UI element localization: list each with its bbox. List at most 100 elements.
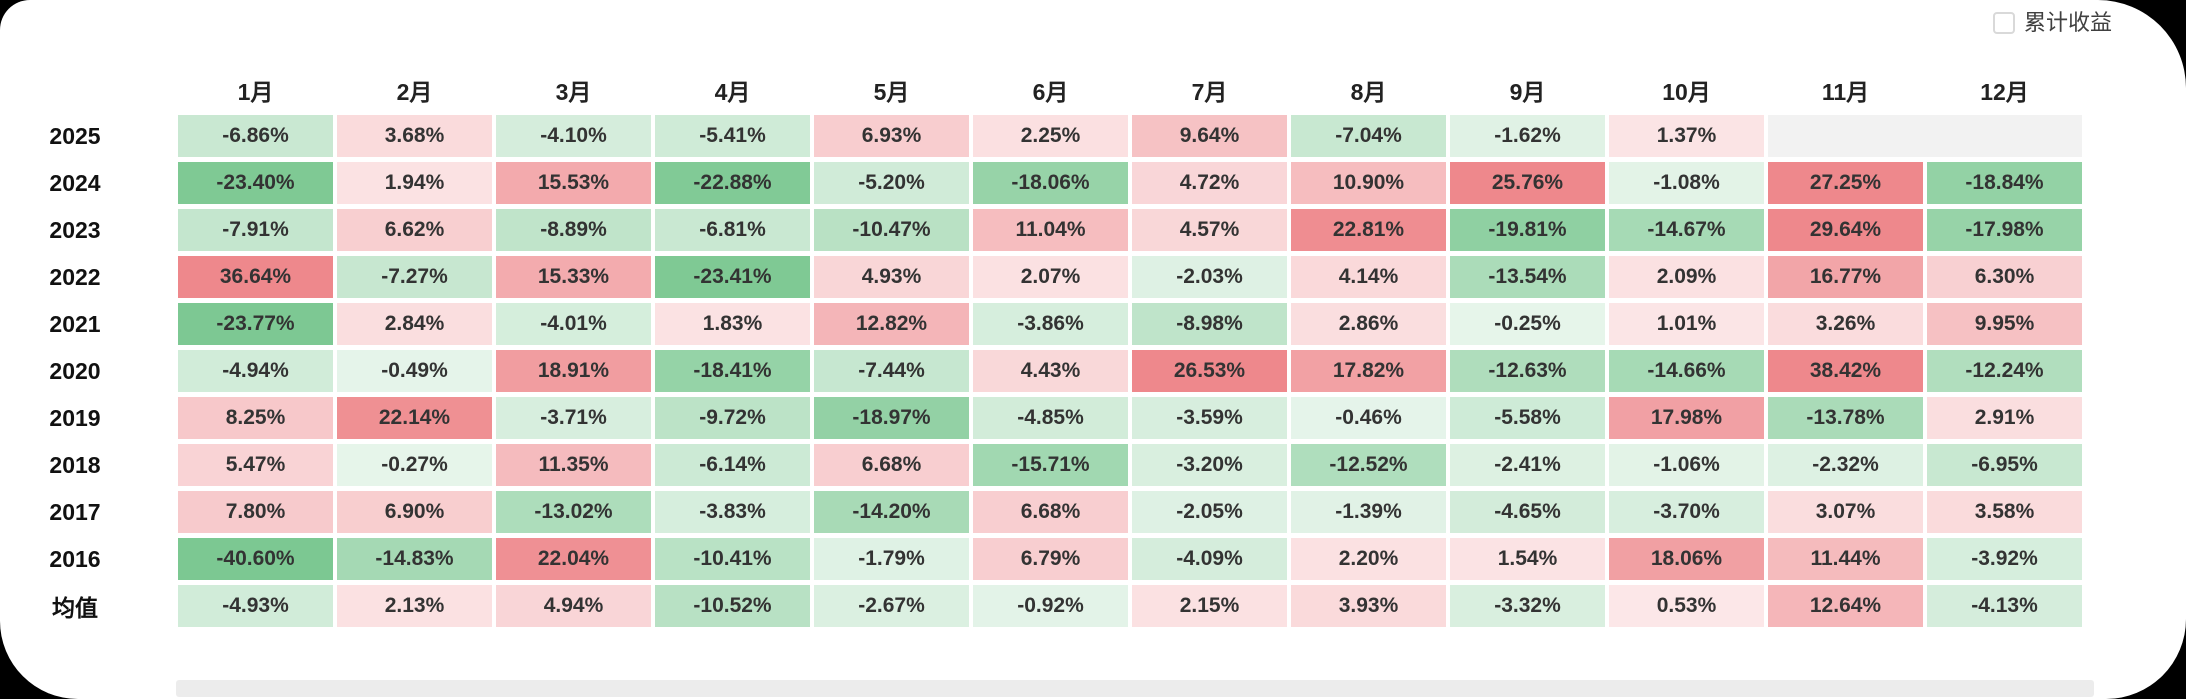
heatmap-cell[interactable]: -18.97% <box>814 397 969 439</box>
heatmap-cell[interactable]: -23.40% <box>178 162 333 204</box>
heatmap-cell[interactable]: -15.71% <box>973 444 1128 486</box>
heatmap-cell[interactable]: -4.10% <box>496 115 651 157</box>
heatmap-cell[interactable]: -12.63% <box>1450 350 1605 392</box>
heatmap-cell[interactable]: 11.04% <box>973 209 1128 251</box>
heatmap-cell[interactable]: -3.83% <box>655 491 810 533</box>
heatmap-cell[interactable]: -14.83% <box>337 538 492 580</box>
heatmap-cell[interactable]: 3.68% <box>337 115 492 157</box>
heatmap-cell[interactable]: -22.88% <box>655 162 810 204</box>
cumulative-returns-checkbox[interactable] <box>1992 12 2015 34</box>
heatmap-cell[interactable]: 11.35% <box>496 444 651 486</box>
heatmap-cell[interactable]: -6.14% <box>655 444 810 486</box>
heatmap-cell[interactable]: 2.09% <box>1609 256 1764 298</box>
heatmap-cell[interactable]: 3.07% <box>1768 491 1923 533</box>
heatmap-cell[interactable]: -0.49% <box>337 350 492 392</box>
heatmap-cell[interactable]: 16.77% <box>1768 256 1923 298</box>
heatmap-cell[interactable]: -5.41% <box>655 115 810 157</box>
heatmap-cell[interactable]: -14.66% <box>1609 350 1764 392</box>
heatmap-cell[interactable]: 2.20% <box>1291 538 1446 580</box>
heatmap-cell[interactable]: 38.42% <box>1768 350 1923 392</box>
heatmap-cell[interactable]: -4.01% <box>496 303 651 345</box>
heatmap-cell[interactable]: 22.04% <box>496 538 651 580</box>
heatmap-cell[interactable]: -1.08% <box>1609 162 1764 204</box>
heatmap-cell[interactable]: -12.24% <box>1927 350 2082 392</box>
heatmap-cell[interactable]: 10.90% <box>1291 162 1446 204</box>
heatmap-cell[interactable]: 7.80% <box>178 491 333 533</box>
heatmap-cell[interactable]: -19.81% <box>1450 209 1605 251</box>
heatmap-cell[interactable]: -4.09% <box>1132 538 1287 580</box>
heatmap-cell[interactable]: -23.77% <box>178 303 333 345</box>
heatmap-cell[interactable]: 17.82% <box>1291 350 1446 392</box>
heatmap-cell[interactable]: 6.30% <box>1927 256 2082 298</box>
heatmap-cell[interactable]: 17.98% <box>1609 397 1764 439</box>
heatmap-cell[interactable]: 8.25% <box>178 397 333 439</box>
heatmap-cell[interactable]: -18.84% <box>1927 162 2082 204</box>
heatmap-cell[interactable]: -3.86% <box>973 303 1128 345</box>
heatmap-cell[interactable]: 2.25% <box>973 115 1128 157</box>
heatmap-cell[interactable]: 4.94% <box>496 585 651 627</box>
heatmap-cell[interactable]: -10.41% <box>655 538 810 580</box>
heatmap-cell[interactable]: 1.54% <box>1450 538 1605 580</box>
cumulative-returns-toggle[interactable]: 累计收益 <box>1992 10 2112 36</box>
heatmap-cell[interactable]: -18.41% <box>655 350 810 392</box>
heatmap-cell[interactable]: 4.72% <box>1132 162 1287 204</box>
heatmap-cell[interactable]: 11.44% <box>1768 538 1923 580</box>
heatmap-cell[interactable]: 2.91% <box>1927 397 2082 439</box>
heatmap-cell[interactable]: -6.95% <box>1927 444 2082 486</box>
heatmap-cell[interactable]: -13.78% <box>1768 397 1923 439</box>
heatmap-cell[interactable]: 27.25% <box>1768 162 1923 204</box>
heatmap-cell[interactable]: -12.52% <box>1291 444 1446 486</box>
heatmap-cell[interactable]: -3.32% <box>1450 585 1605 627</box>
heatmap-cell[interactable]: -7.27% <box>337 256 492 298</box>
heatmap-cell[interactable]: -23.41% <box>655 256 810 298</box>
heatmap-cell[interactable]: 18.91% <box>496 350 651 392</box>
horizontal-scrollbar[interactable] <box>176 680 2094 697</box>
heatmap-cell[interactable]: -0.27% <box>337 444 492 486</box>
heatmap-cell[interactable]: -4.93% <box>178 585 333 627</box>
heatmap-cell[interactable]: 6.62% <box>337 209 492 251</box>
heatmap-cell[interactable]: -4.13% <box>1927 585 2082 627</box>
heatmap-cell[interactable]: 0.53% <box>1609 585 1764 627</box>
heatmap-cell[interactable]: 6.93% <box>814 115 969 157</box>
heatmap-cell[interactable]: 4.93% <box>814 256 969 298</box>
heatmap-cell[interactable]: 5.47% <box>178 444 333 486</box>
heatmap-cell[interactable]: 2.13% <box>337 585 492 627</box>
heatmap-cell[interactable]: -0.25% <box>1450 303 1605 345</box>
heatmap-cell[interactable]: -4.65% <box>1450 491 1605 533</box>
heatmap-cell[interactable]: -14.67% <box>1609 209 1764 251</box>
heatmap-cell[interactable]: 9.95% <box>1927 303 2082 345</box>
heatmap-cell[interactable]: -2.05% <box>1132 491 1287 533</box>
heatmap-cell[interactable]: -18.06% <box>973 162 1128 204</box>
heatmap-cell[interactable]: -2.03% <box>1132 256 1287 298</box>
heatmap-cell[interactable]: -5.58% <box>1450 397 1605 439</box>
heatmap-cell[interactable]: 1.37% <box>1609 115 1764 157</box>
heatmap-cell[interactable]: -5.20% <box>814 162 969 204</box>
heatmap-cell[interactable]: -7.04% <box>1291 115 1446 157</box>
heatmap-cell[interactable]: -3.71% <box>496 397 651 439</box>
heatmap-cell[interactable]: -40.60% <box>178 538 333 580</box>
heatmap-cell[interactable]: -10.47% <box>814 209 969 251</box>
heatmap-cell[interactable]: -8.98% <box>1132 303 1287 345</box>
heatmap-cell[interactable]: -10.52% <box>655 585 810 627</box>
heatmap-cell[interactable]: 36.64% <box>178 256 333 298</box>
heatmap-cell[interactable]: -2.41% <box>1450 444 1605 486</box>
heatmap-cell[interactable]: 1.01% <box>1609 303 1764 345</box>
heatmap-cell[interactable]: 3.26% <box>1768 303 1923 345</box>
heatmap-cell[interactable]: 3.58% <box>1927 491 2082 533</box>
heatmap-cell[interactable]: -4.94% <box>178 350 333 392</box>
heatmap-cell[interactable]: -1.39% <box>1291 491 1446 533</box>
heatmap-cell[interactable]: -2.32% <box>1768 444 1923 486</box>
heatmap-cell[interactable]: 2.86% <box>1291 303 1446 345</box>
heatmap-cell[interactable]: 29.64% <box>1768 209 1923 251</box>
heatmap-cell[interactable]: -2.67% <box>814 585 969 627</box>
heatmap-cell[interactable]: 2.15% <box>1132 585 1287 627</box>
heatmap-cell[interactable]: -0.92% <box>973 585 1128 627</box>
heatmap-cell[interactable]: 3.93% <box>1291 585 1446 627</box>
heatmap-cell[interactable]: -3.92% <box>1927 538 2082 580</box>
heatmap-cell[interactable]: 4.43% <box>973 350 1128 392</box>
heatmap-cell[interactable]: -17.98% <box>1927 209 2082 251</box>
heatmap-cell[interactable]: -13.02% <box>496 491 651 533</box>
heatmap-cell[interactable]: 2.07% <box>973 256 1128 298</box>
heatmap-cell[interactable]: 4.57% <box>1132 209 1287 251</box>
heatmap-cell[interactable]: -6.86% <box>178 115 333 157</box>
